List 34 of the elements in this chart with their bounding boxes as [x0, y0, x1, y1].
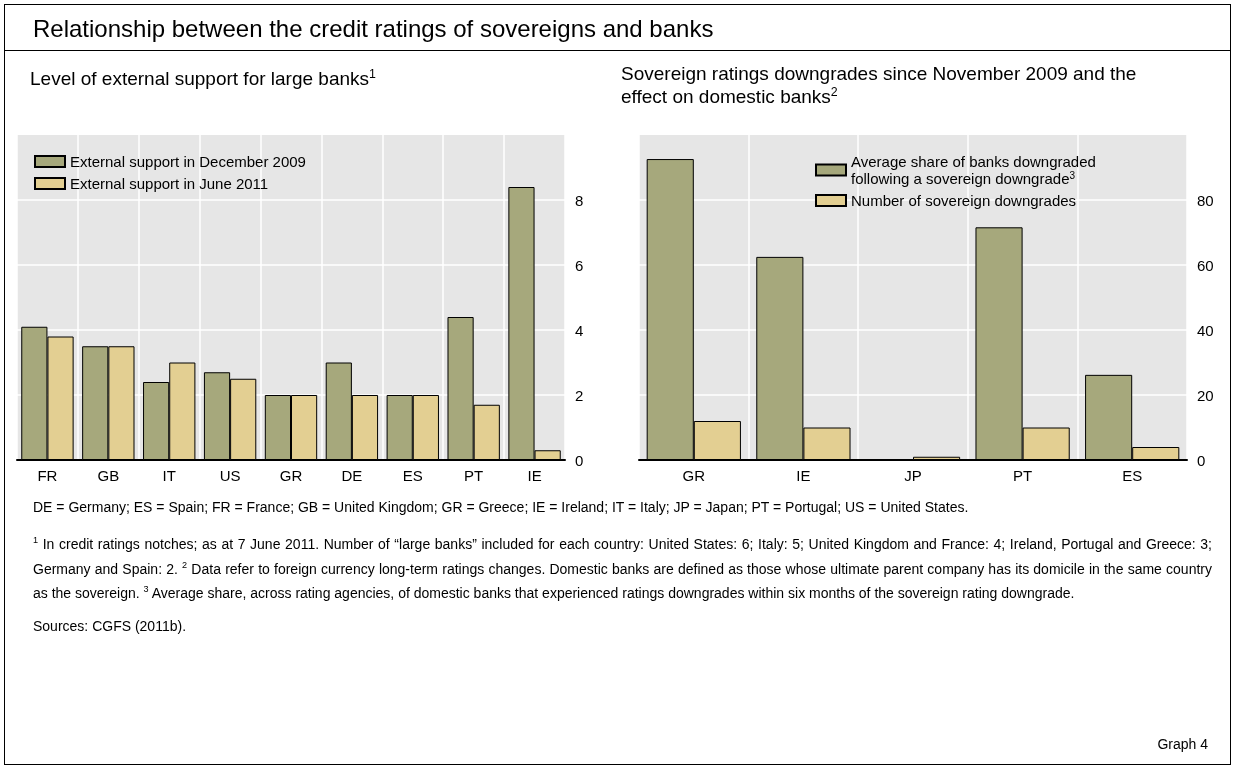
x-tick-label: PT [464, 467, 484, 484]
text: DE = Germany; ES = Spain; FR = France; GB = United Kingdom; GR = Greece; IE = Ireland; IT = Italy; JP = Japan; PT = Portugal; US = United States. [33, 498, 970, 517]
x-tick-label: ES [1122, 467, 1143, 484]
y-tick-label: 2 [575, 386, 584, 404]
y-tick-label: 60 [1197, 256, 1214, 274]
x-tick-label: ES [402, 467, 423, 484]
x-tick-label: JP [904, 467, 922, 484]
source-note: Sources: CGFS (2011b). [33, 616, 188, 636]
text: $^{1}$ In credit ratings notches; as at 7 June 2011. Number of “large banks” included for each country: United States: 6; Italy: 5; United Kingdom and France: 4; Ireland, Portugal and Greece: 3; Germany and Spain: 2. $^{2}$ Data refer to foreign currency long-term ratings changes. Domestic banks are defined as those whose ultimate parent company has its domicile in the same country as the sovereign. $^{3}$ Average share, across rating agencies, of domestic banks that experienced ratings downgrades within six months of the sovereign rating downgrade. [33, 535, 1212, 601]
y-tick-label: 0 [575, 451, 584, 469]
x-tick-label: DE [341, 467, 363, 484]
caption: Graph 4 [1157, 736, 1208, 752]
y-tick-label: 20 [1197, 386, 1214, 404]
x-tick-label: FR [37, 467, 58, 484]
chart-subtitle: Level of external support for large banks$^{1}$ [30, 66, 376, 90]
x-tick-label: IT [162, 467, 176, 484]
x-tick-label: IE [527, 467, 542, 484]
x-tick-label: US [219, 467, 241, 484]
x-tick-label: GR [279, 467, 303, 484]
y-tick-label: 6 [575, 256, 584, 274]
y-tick-label: 80 [1197, 191, 1214, 209]
y-tick-label: 0 [1197, 451, 1206, 469]
x-tick-label: GB [97, 467, 120, 484]
chart-title: Sovereign ratings downgrades since November 2009 and the effect on domestic banks$^{2}$ [621, 63, 1138, 108]
y-tick-label: 4 [575, 321, 584, 339]
chart-title: Relationship between the credit ratings of sovereigns and banks [5, 5, 1230, 51]
legend-label: External support in December 2009 [70, 153, 306, 170]
x-tick-label: IE [796, 467, 811, 484]
y-tick-label: 40 [1197, 321, 1214, 339]
y-tick-label: 8 [575, 191, 584, 209]
legend-label: External support in June 2011 [70, 175, 269, 192]
legend-label: Number of sovereign downgrades [851, 192, 1077, 209]
x-tick-label: PT [1013, 467, 1033, 484]
x-tick-label: GR [682, 467, 706, 484]
